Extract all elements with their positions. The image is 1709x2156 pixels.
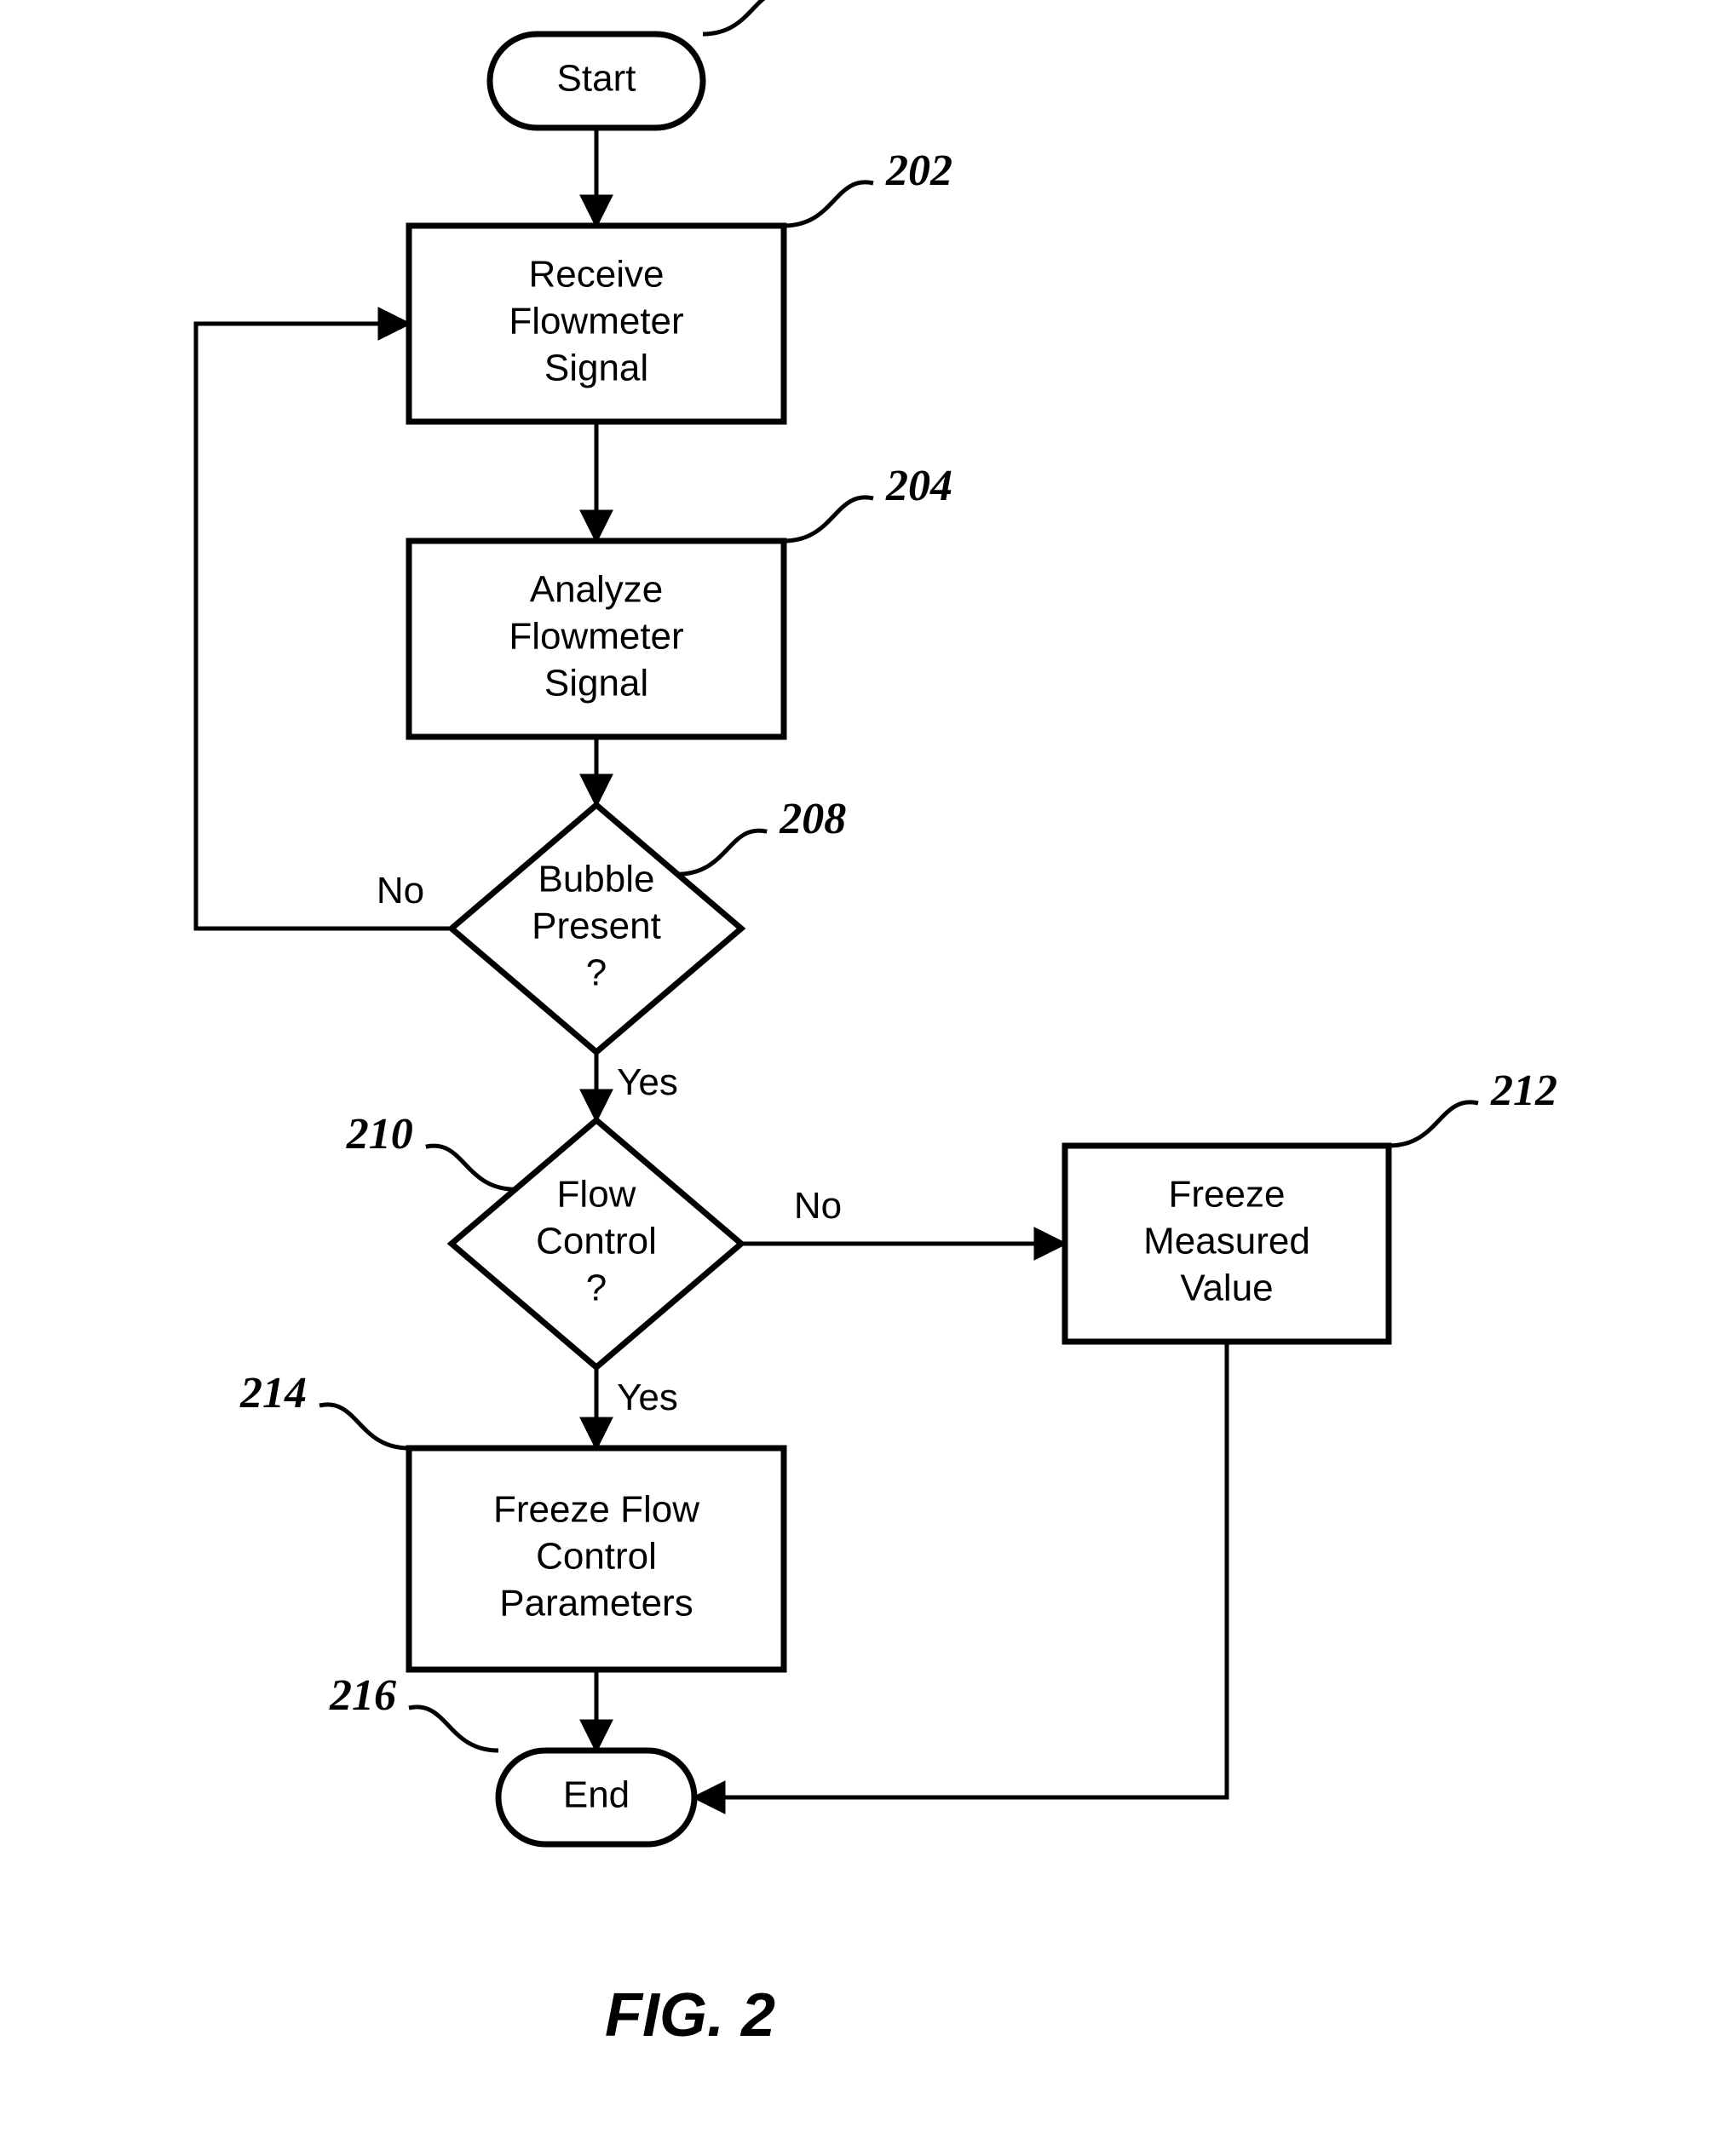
edge-label-e_bubble_no: No xyxy=(377,870,424,911)
ref-flowctl: 210 xyxy=(346,1110,413,1158)
ref-lead-receive xyxy=(784,182,873,226)
ref-lead-bubble xyxy=(677,831,767,874)
edge-label-e_flowctl_yes: Yes xyxy=(617,1377,678,1418)
node-text-flowctl-2: ? xyxy=(586,1268,607,1309)
figure-caption: FIG. 2 xyxy=(605,1981,775,2050)
node-start: Start xyxy=(490,34,703,128)
node-text-receive-1: Flowmeter xyxy=(509,301,683,342)
ref-lead-measval xyxy=(1389,1102,1478,1146)
node-freeze: Freeze Flow Control Parameters xyxy=(409,1448,784,1670)
node-text-bubble-0: Bubble xyxy=(538,859,654,900)
ref-lead-end xyxy=(409,1707,498,1751)
ref-bubble: 208 xyxy=(779,795,846,843)
ref-analyze: 204 xyxy=(885,462,952,510)
node-text-bubble-1: Present xyxy=(532,906,661,947)
node-text-end-0: End xyxy=(563,1774,630,1816)
node-text-receive-2: Signal xyxy=(544,348,648,389)
node-text-measval-0: Freeze xyxy=(1169,1174,1286,1216)
ref-freeze: 214 xyxy=(239,1369,307,1417)
ref-lead-analyze xyxy=(784,497,873,541)
node-text-receive-0: Receive xyxy=(529,254,665,296)
ref-lead-freeze xyxy=(319,1405,409,1448)
node-text-bubble-2: ? xyxy=(586,952,607,994)
edge-label-e_bubble_yes: Yes xyxy=(617,1061,678,1103)
ref-lead-start xyxy=(703,0,792,34)
node-text-analyze-0: Analyze xyxy=(530,569,664,611)
ref-lead-flowctl xyxy=(426,1146,515,1189)
ref-start: 200 xyxy=(804,0,872,3)
node-end: End xyxy=(498,1751,694,1844)
node-text-freeze-1: Control xyxy=(536,1536,657,1578)
node-text-flowctl-1: Control xyxy=(536,1221,657,1262)
ref-measval: 212 xyxy=(1490,1067,1557,1115)
node-flowctl: Flow Control? xyxy=(452,1120,741,1367)
node-measval: Freeze Measured Value xyxy=(1065,1146,1389,1342)
node-text-analyze-1: Flowmeter xyxy=(509,616,683,658)
node-text-freeze-2: Parameters xyxy=(499,1583,693,1624)
ref-end: 216 xyxy=(329,1671,396,1720)
node-bubble: Bubble Present? xyxy=(452,805,741,1052)
node-text-freeze-0: Freeze Flow xyxy=(493,1489,699,1531)
node-text-measval-2: Value xyxy=(1180,1268,1273,1309)
edge-label-e_flowctl_no: No xyxy=(794,1185,842,1227)
node-receive: Receive Flowmeter Signal xyxy=(409,226,784,422)
node-text-analyze-2: Signal xyxy=(544,663,648,704)
node-text-start-0: Start xyxy=(557,58,636,100)
node-text-measval-1: Measured xyxy=(1143,1221,1310,1262)
ref-receive: 202 xyxy=(885,147,952,195)
node-analyze: Analyze Flowmeter Signal xyxy=(409,541,784,737)
node-text-flowctl-0: Flow xyxy=(557,1174,636,1216)
